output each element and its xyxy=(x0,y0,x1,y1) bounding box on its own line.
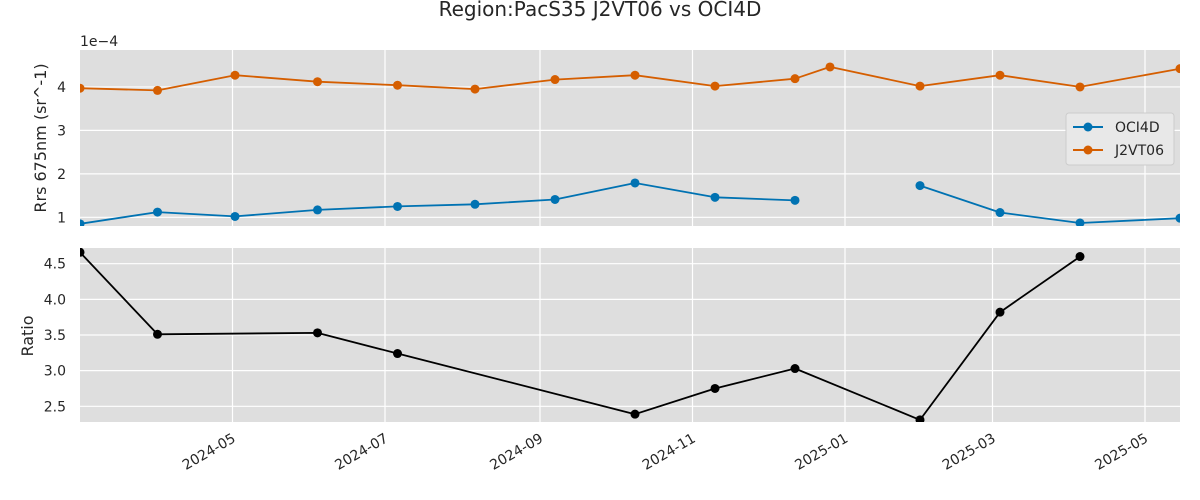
data-point-j2vt06-8 xyxy=(710,81,720,91)
data-point-j2vt06-2 xyxy=(230,70,240,80)
data-point-oci4d-14 xyxy=(1175,213,1180,223)
data-point-oci4d-7 xyxy=(630,178,640,188)
y-tick-label-0-2: 3 xyxy=(57,123,66,139)
data-point-oci4d-4 xyxy=(393,201,402,211)
data-point-ratio-2 xyxy=(313,328,322,338)
data-point-ratio-0 xyxy=(80,248,85,257)
data-point-j2vt06-6 xyxy=(550,75,560,85)
series-line-oci4d-1 xyxy=(919,184,1180,224)
data-point-ratio-7 xyxy=(915,415,925,422)
data-point-oci4d-8 xyxy=(710,192,720,202)
data-point-oci4d-5 xyxy=(470,199,480,209)
data-point-j2vt06-4 xyxy=(393,80,402,90)
data-point-j2vt06-11 xyxy=(915,81,925,91)
legend-label-oci4d: OCI4D xyxy=(1115,120,1160,136)
series-layer xyxy=(80,62,1180,422)
x-tick-label-0: 2024-05 xyxy=(180,431,239,474)
series-line-oci4d-0 xyxy=(80,182,796,225)
data-point-oci4d-1 xyxy=(153,207,162,217)
data-point-oci4d-13 xyxy=(1075,218,1085,226)
legend-marker-oci4d xyxy=(1083,122,1093,132)
chart-title: Region:PacS35 J2VT06 vs OCI4D xyxy=(439,0,762,21)
x-tick-label-5: 2025-03 xyxy=(940,431,999,474)
data-point-ratio-4 xyxy=(630,409,640,419)
panel-series-group-0 xyxy=(80,62,1180,226)
y-tick-label-1-4: 4.5 xyxy=(44,257,66,273)
y-tick-label-1-3: 4.0 xyxy=(44,292,66,308)
data-point-ratio-6 xyxy=(790,364,800,374)
bottom-y-axis-label: Ratio xyxy=(18,315,37,356)
y-tick-label-1-2: 3.5 xyxy=(44,328,66,344)
legend: OCI4D J2VT06 xyxy=(1065,112,1175,166)
legend-marker-j2vt06 xyxy=(1083,145,1093,155)
data-point-j2vt06-13 xyxy=(1075,82,1085,92)
data-point-oci4d-11 xyxy=(915,181,925,191)
y-tick-label-0-3: 4 xyxy=(57,80,66,96)
x-tick-label-2: 2024-09 xyxy=(487,431,546,474)
data-point-j2vt06-7 xyxy=(630,70,640,80)
y-offset-label: 1e−4 xyxy=(80,34,118,50)
grid-layer xyxy=(80,50,1180,422)
data-point-ratio-9 xyxy=(1075,252,1085,262)
data-point-oci4d-0 xyxy=(80,219,85,226)
data-point-ratio-1 xyxy=(153,329,162,339)
data-point-ratio-8 xyxy=(995,307,1005,317)
y-tick-label-0-1: 2 xyxy=(57,167,66,183)
legend-label-j2vt06: J2VT06 xyxy=(1114,143,1164,159)
data-point-j2vt06-12 xyxy=(995,70,1005,80)
panel-series-group-1 xyxy=(80,248,1085,422)
data-point-oci4d-3 xyxy=(313,205,322,215)
data-point-j2vt06-0 xyxy=(80,83,85,93)
data-point-j2vt06-1 xyxy=(153,85,162,95)
data-point-ratio-3 xyxy=(393,349,402,359)
data-point-j2vt06-14 xyxy=(1175,64,1180,74)
data-point-oci4d-9 xyxy=(790,195,800,205)
data-point-oci4d-2 xyxy=(230,211,240,221)
data-point-j2vt06-3 xyxy=(313,77,322,87)
x-tick-label-6: 2025-05 xyxy=(1092,431,1151,474)
y-tick-label-1-1: 3.0 xyxy=(44,364,66,380)
x-tick-label-1: 2024-07 xyxy=(332,431,391,474)
x-tick-label-4: 2025-01 xyxy=(792,431,851,474)
data-point-j2vt06-9 xyxy=(790,74,800,84)
x-tick-label-3: 2024-11 xyxy=(640,431,699,474)
series-line-ratio-0 xyxy=(80,251,1081,421)
data-point-j2vt06-10 xyxy=(825,62,835,72)
data-point-ratio-5 xyxy=(710,383,720,393)
data-point-oci4d-6 xyxy=(550,194,560,204)
top-y-axis-label: Rrs 675nm (sr^-1) xyxy=(31,63,50,212)
data-point-j2vt06-5 xyxy=(470,84,480,94)
y-tick-label-0-0: 1 xyxy=(57,210,66,226)
data-point-oci4d-12 xyxy=(995,208,1005,218)
y-tick-label-1-0: 2.5 xyxy=(44,399,66,415)
top-plot-background xyxy=(80,50,1180,226)
